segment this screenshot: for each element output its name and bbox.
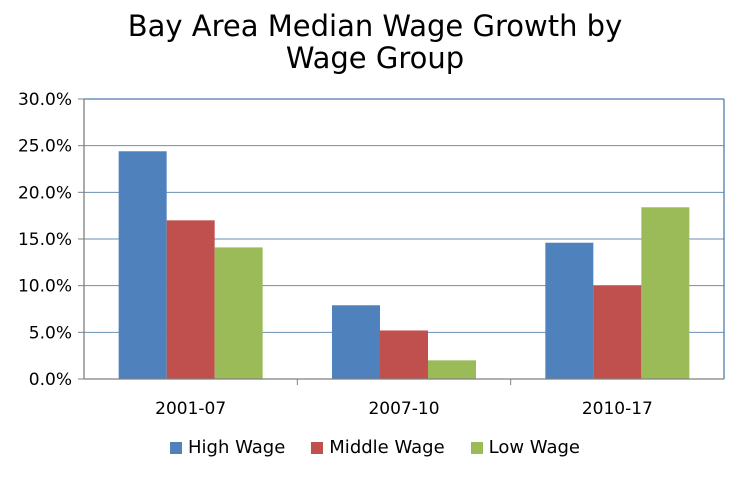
bar-low-wage-2001-07 (214, 247, 263, 379)
chart-title-line-2: Wage Group (285, 41, 465, 75)
legend-item-middle-wage: Middle Wage (311, 437, 445, 458)
bar-middle-wage-2001-07 (166, 220, 215, 379)
legend-swatch (311, 441, 324, 454)
legend-swatch (470, 441, 483, 454)
y-tick-label: 5.0% (29, 323, 72, 343)
legend: High Wage Middle Wage Low Wage (0, 437, 750, 458)
x-tick-label: 2007-10 (368, 399, 439, 419)
bar-high-wage-2010-17 (545, 242, 594, 379)
legend-swatch (170, 441, 182, 454)
legend-label: Middle Wage (329, 437, 445, 458)
chart-title: Bay Area Median Wage Growth by Wage Grou… (0, 10, 750, 74)
y-tick-label: 20.0% (18, 183, 72, 203)
y-tick-label: 15.0% (18, 230, 72, 250)
legend-label: Low Wage (488, 437, 580, 458)
legend-label: High Wage (188, 437, 286, 458)
x-tick-label: 2001-07 (155, 399, 226, 419)
y-tick-label: 30.0% (18, 90, 72, 110)
y-tick-label: 0.0% (29, 370, 72, 390)
bar-high-wage-2001-07 (118, 151, 167, 379)
legend-item-low-wage: Low Wage (470, 437, 580, 458)
bar-middle-wage-2007-10 (380, 330, 428, 379)
bar-low-wage-2010-17 (641, 207, 690, 379)
y-tick-label: 10.0% (18, 277, 72, 297)
x-tick-label: 2010-17 (582, 399, 653, 419)
bar-high-wage-2007-10 (332, 305, 380, 379)
bar-low-wage-2007-10 (428, 360, 476, 379)
chart-title-line-1: Bay Area Median Wage Growth by (127, 9, 623, 43)
bar-middle-wage-2010-17 (593, 285, 642, 379)
y-tick-label: 25.0% (18, 137, 72, 157)
legend-item-high-wage: High Wage (170, 437, 285, 458)
